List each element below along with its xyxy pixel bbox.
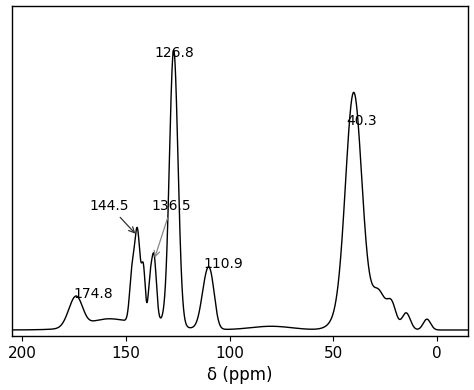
Text: 40.3: 40.3: [346, 113, 376, 128]
Text: 126.8: 126.8: [154, 46, 194, 60]
X-axis label: δ (ppm): δ (ppm): [207, 367, 273, 385]
Text: 110.9: 110.9: [204, 257, 244, 271]
Text: 144.5: 144.5: [90, 199, 135, 233]
Text: 174.8: 174.8: [74, 287, 114, 301]
Text: 136.5: 136.5: [152, 199, 191, 257]
